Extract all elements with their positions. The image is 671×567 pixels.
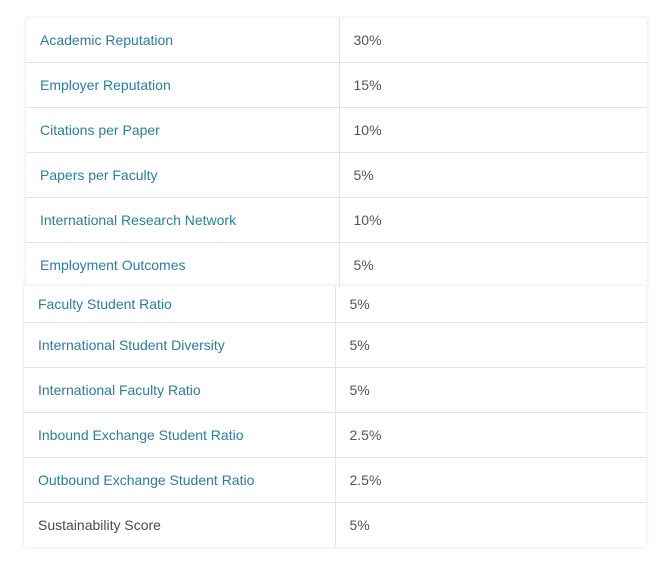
weight-cell: 5% bbox=[335, 367, 646, 413]
metric-link-inbound-exchange-student-ratio[interactable]: Inbound Exchange Student Ratio bbox=[38, 427, 244, 443]
metric-cell[interactable]: Papers per Faculty bbox=[26, 152, 340, 198]
weight-cell: 5% bbox=[335, 322, 646, 368]
metric-cell[interactable]: International Student Diversity bbox=[24, 322, 336, 368]
metric-cell[interactable]: International Research Network bbox=[26, 197, 340, 243]
weight-cell: 5% bbox=[339, 243, 647, 288]
weight-cell: 10% bbox=[339, 107, 647, 153]
metric-link-international-research-network[interactable]: International Research Network bbox=[40, 212, 237, 228]
metric-cell[interactable]: Outbound Exchange Student Ratio bbox=[24, 457, 336, 503]
weight-value: 5% bbox=[349, 382, 370, 398]
metric-link-employment-outcomes[interactable]: Employment Outcomes bbox=[40, 257, 186, 273]
table-row: Papers per Faculty 5% bbox=[26, 152, 647, 198]
weight-value: 10% bbox=[353, 122, 382, 138]
metric-link-citations-per-paper[interactable]: Citations per Paper bbox=[40, 122, 160, 138]
table-row: Sustainability Score 5% bbox=[24, 502, 646, 548]
weight-value: 5% bbox=[353, 257, 374, 273]
weight-value: 5% bbox=[349, 517, 370, 533]
weight-value: 5% bbox=[349, 296, 370, 312]
weight-value: 2.5% bbox=[349, 472, 382, 488]
weight-cell: 15% bbox=[339, 62, 647, 108]
weight-value: 15% bbox=[353, 77, 382, 93]
weight-cell: 5% bbox=[335, 503, 646, 548]
metric-cell[interactable]: International Faculty Ratio bbox=[24, 367, 336, 413]
metric-link-outbound-exchange-student-ratio[interactable]: Outbound Exchange Student Ratio bbox=[38, 472, 255, 488]
metric-cell: Sustainability Score bbox=[24, 502, 336, 547]
metric-link-academic-reputation[interactable]: Academic Reputation bbox=[40, 32, 174, 48]
metric-cell[interactable]: Faculty Student Ratio bbox=[24, 286, 336, 323]
table-row: Academic Reputation 30% bbox=[26, 18, 647, 63]
weight-cell: 30% bbox=[339, 18, 647, 63]
table-row: International Student Diversity 5% bbox=[24, 322, 646, 368]
metric-cell[interactable]: Academic Reputation bbox=[26, 18, 340, 63]
weight-cell: 2.5% bbox=[335, 412, 646, 458]
weight-value: 5% bbox=[349, 337, 370, 353]
table-row: International Faculty Ratio 5% bbox=[24, 367, 646, 413]
weights-table-top: Academic Reputation 30% Employer Reputat… bbox=[26, 18, 647, 287]
table-row: Faculty Student Ratio 5% bbox=[24, 286, 646, 323]
weight-value: 2.5% bbox=[349, 427, 382, 443]
weights-table-bottom: Faculty Student Ratio 5% International S… bbox=[24, 286, 646, 547]
weights-table-top-panel: Academic Reputation 30% Employer Reputat… bbox=[26, 18, 647, 287]
metric-link-international-faculty-ratio[interactable]: International Faculty Ratio bbox=[38, 382, 201, 398]
weight-cell: 5% bbox=[335, 286, 646, 323]
weight-cell: 2.5% bbox=[335, 457, 646, 503]
table-row: International Research Network 10% bbox=[26, 197, 647, 243]
table-row: Employer Reputation 15% bbox=[26, 62, 647, 108]
metric-link-employer-reputation[interactable]: Employer Reputation bbox=[40, 77, 171, 93]
table-row: Employment Outcomes 5% bbox=[26, 242, 647, 288]
weight-value: 5% bbox=[353, 167, 374, 183]
table-row: Inbound Exchange Student Ratio 2.5% bbox=[24, 412, 646, 458]
metric-cell[interactable]: Inbound Exchange Student Ratio bbox=[24, 412, 336, 458]
metric-link-international-student-diversity[interactable]: International Student Diversity bbox=[38, 337, 225, 353]
metric-cell[interactable]: Employment Outcomes bbox=[26, 242, 340, 287]
metric-cell[interactable]: Employer Reputation bbox=[26, 62, 340, 108]
weights-table-bottom-panel: Faculty Student Ratio 5% International S… bbox=[24, 286, 646, 547]
weight-value: 10% bbox=[353, 212, 382, 228]
weight-value: 30% bbox=[353, 32, 382, 48]
weight-cell: 5% bbox=[339, 152, 647, 198]
table-row: Outbound Exchange Student Ratio 2.5% bbox=[24, 457, 646, 503]
weight-cell: 10% bbox=[339, 197, 647, 243]
table-row: Citations per Paper 10% bbox=[26, 107, 647, 153]
metric-link-papers-per-faculty[interactable]: Papers per Faculty bbox=[40, 167, 158, 183]
metric-link-faculty-student-ratio[interactable]: Faculty Student Ratio bbox=[38, 296, 172, 312]
metric-cell[interactable]: Citations per Paper bbox=[26, 107, 340, 153]
metric-label-sustainability-score: Sustainability Score bbox=[38, 517, 161, 533]
